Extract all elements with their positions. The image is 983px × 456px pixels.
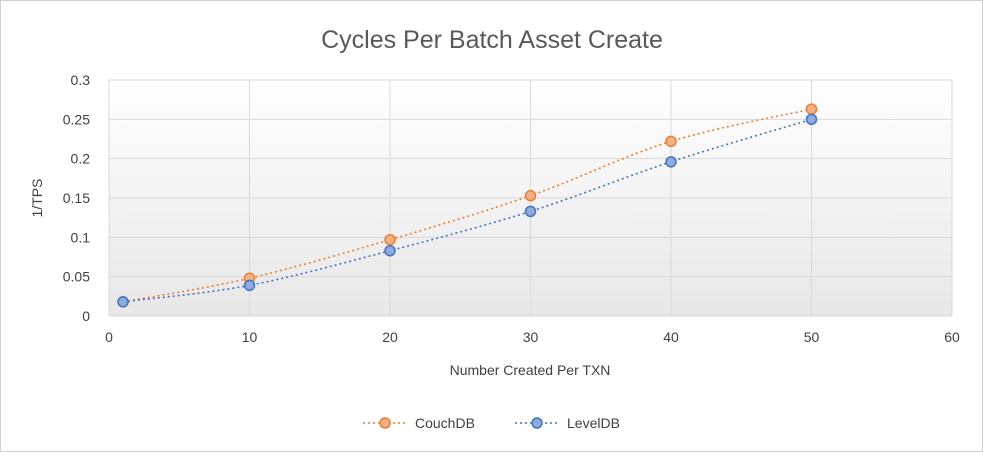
legend-marker-leveldb xyxy=(531,417,543,429)
legend: CouchDB LevelDB xyxy=(363,415,620,431)
x-tick-label: 60 xyxy=(944,329,960,345)
y-tick-label: 0.2 xyxy=(71,151,91,167)
x-axis-label: Number Created Per TXN xyxy=(450,362,611,378)
x-tick-label: 40 xyxy=(663,329,679,345)
chart-title: Cycles Per Batch Asset Create xyxy=(321,26,663,54)
y-tick-label: 0.15 xyxy=(63,190,90,206)
y-tick-label: 0 xyxy=(82,308,90,324)
y-axis-label: 1/TPS xyxy=(29,179,45,218)
data-point-leveldb xyxy=(117,296,129,308)
data-point-leveldb xyxy=(384,244,396,257)
series-layer xyxy=(117,103,818,308)
x-tick-label: 50 xyxy=(804,329,820,345)
tick-labels: 0 10 20 30 40 50 60 0 0.05 0.1 0.15 0.2 0.25 0.3 xyxy=(63,72,960,345)
legend-label-leveldb: LevelDB xyxy=(567,415,620,431)
x-tick-label: 10 xyxy=(242,329,258,345)
legend-marker-couchdb xyxy=(379,417,391,429)
data-point-leveldb xyxy=(243,279,256,292)
data-point-couchdb xyxy=(665,135,677,148)
y-tick-label: 0.3 xyxy=(71,72,91,88)
data-point-leveldb xyxy=(524,205,537,218)
series-line-couchdb xyxy=(122,108,812,303)
data-point-couchdb xyxy=(384,233,396,246)
x-tick-label: 30 xyxy=(523,329,539,345)
x-tick-label: 20 xyxy=(382,329,398,345)
data-point-couchdb xyxy=(805,103,818,115)
data-point-leveldb xyxy=(665,156,677,168)
x-tick-label: 0 xyxy=(105,329,113,345)
series-line-leveldb xyxy=(122,118,812,303)
y-tick-label: 0.05 xyxy=(63,269,90,285)
y-tick-label: 0.1 xyxy=(71,229,91,245)
data-point-couchdb xyxy=(524,189,537,202)
y-tick-label: 0.25 xyxy=(63,111,90,127)
data-point-leveldb xyxy=(805,113,818,126)
legend-label-couchdb: CouchDB xyxy=(415,415,475,431)
